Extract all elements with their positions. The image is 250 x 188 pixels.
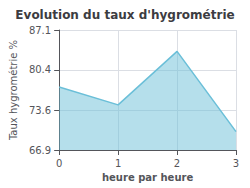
svg-text:heure par heure: heure par heure xyxy=(102,172,193,183)
svg-text:73.6: 73.6 xyxy=(29,105,51,116)
svg-text:Taux hygrométrie %: Taux hygrométrie % xyxy=(8,40,19,141)
svg-text:80.4: 80.4 xyxy=(29,64,51,75)
svg-text:66.9: 66.9 xyxy=(29,145,51,156)
svg-text:2: 2 xyxy=(174,158,180,169)
svg-text:87.1: 87.1 xyxy=(29,25,51,36)
svg-text:1: 1 xyxy=(115,158,121,169)
svg-text:0: 0 xyxy=(56,158,62,169)
svg-text:3: 3 xyxy=(233,158,239,169)
svg-text:Evolution du taux d'hygrométri: Evolution du taux d'hygrométrie xyxy=(15,8,234,22)
